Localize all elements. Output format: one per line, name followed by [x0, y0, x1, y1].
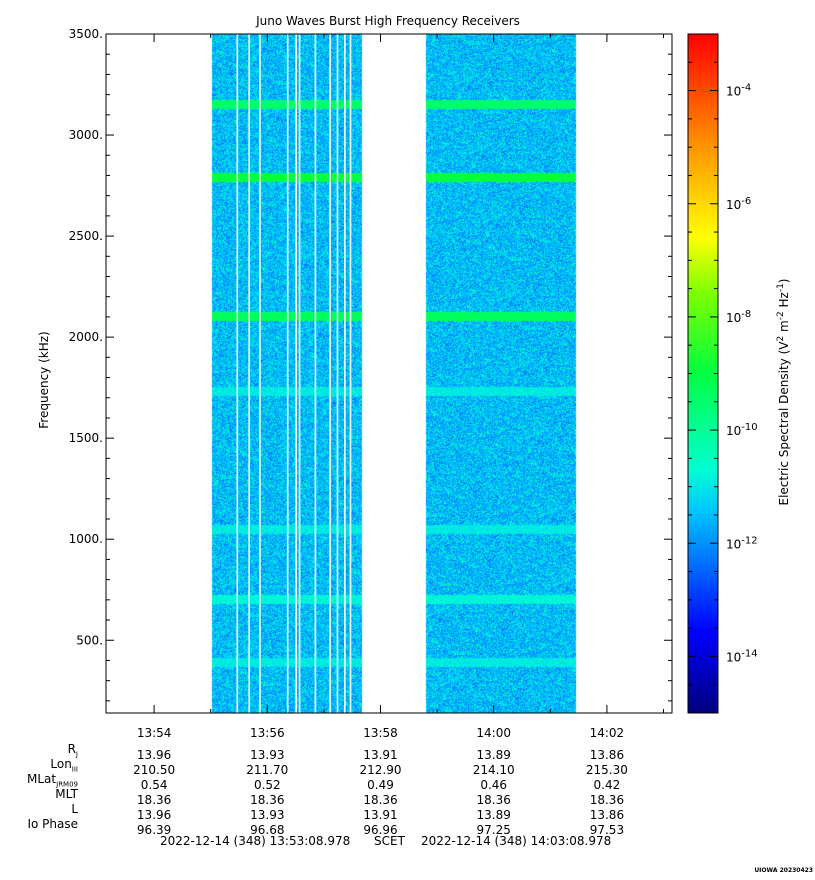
ephemeris-label: RJ — [67, 742, 78, 759]
ephemeris-value: 0.46 — [480, 778, 508, 792]
colorbar-tick-label: 10-14 — [726, 648, 758, 664]
ephemeris-value: 211.70 — [246, 763, 289, 777]
colorbar-tick-label: 10-8 — [726, 309, 751, 325]
ephemeris-label: L — [71, 802, 78, 816]
ephemeris-value: 18.36 — [363, 793, 398, 807]
chart-title: Juno Waves Burst High Frequency Receiver… — [255, 14, 520, 28]
ephemeris-value: 13.86 — [589, 808, 625, 822]
colorbar-tick-label: 10-10 — [726, 422, 758, 438]
ephemeris-value: 214.10 — [472, 763, 515, 777]
footer-end-time: 2022-12-14 (348) 14:03:08.978 — [421, 834, 612, 848]
ephemeris-value: 210.50 — [133, 763, 176, 777]
footer-start-time: 2022-12-14 (348) 13:53:08.978 — [160, 834, 351, 848]
plot-frame — [105, 33, 673, 714]
ephemeris-value: 13.93 — [250, 748, 285, 762]
footer-time-system: SCET — [374, 834, 405, 848]
colorbar-tick-label: 10-6 — [726, 196, 751, 212]
x-tick-label: 14:00 — [476, 726, 511, 740]
colorbar-label: Electric Spectral Density (V2 m-2 Hz-1) — [776, 278, 791, 505]
colorbar: 10-4 10-6 10-8 10-10 10-12 10-14 — [687, 33, 758, 714]
y-tick-label: 500. — [76, 633, 103, 647]
ephemeris-value: 0.52 — [253, 778, 281, 792]
ephemeris-label: LonIII — [50, 757, 78, 774]
ephemeris-value: 13.91 — [363, 748, 398, 762]
colorbar-tick-label: 10-12 — [726, 535, 758, 551]
ephemeris-label: MLatJRM09 — [27, 772, 78, 789]
ephemeris-value: 18.36 — [136, 793, 172, 807]
ephemeris-label: MLT — [55, 787, 78, 801]
x-tick-label: 13:56 — [250, 726, 285, 740]
ephemeris-value: 96.96 — [363, 823, 398, 837]
y-tick-label: 1000. — [69, 532, 103, 546]
colorbar-gradient — [687, 33, 719, 714]
ephemeris-value: 96.68 — [250, 823, 285, 837]
version-stamp: UIOWA 20230423 — [754, 867, 813, 874]
ephemeris-value: 97.25 — [476, 823, 511, 837]
ephemeris-value: 18.36 — [250, 793, 285, 807]
ephemeris-value: 96.39 — [136, 823, 172, 837]
plot-area — [106, 34, 672, 713]
ephemeris-value: 13.89 — [476, 808, 511, 822]
ephemeris-value: 13.86 — [589, 748, 625, 762]
y-tick-label: 1500. — [69, 431, 103, 445]
ephemeris-value: 0.49 — [367, 778, 394, 792]
ephemeris-value: 18.36 — [476, 793, 511, 807]
x-tick-label: 13:54 — [137, 726, 172, 740]
ephemeris-value: 97.53 — [589, 823, 625, 837]
ephemeris-value: 13.89 — [476, 748, 511, 762]
ephemeris-value: 215.30 — [585, 763, 628, 777]
y-tick-label: 3500. — [69, 27, 103, 41]
ephemeris-value: 13.96 — [136, 748, 172, 762]
y-tick-label: 2000. — [69, 330, 103, 344]
y-tick-label: 2500. — [69, 229, 103, 243]
spectrogram-raster — [106, 34, 672, 713]
ephemeris-value: 0.54 — [140, 778, 168, 792]
ephemeris-value: 13.96 — [136, 808, 172, 822]
x-tick-label: 14:02 — [590, 726, 625, 740]
axes: 3500. 3000. 2500. 2000. 1500. 1000. 500. 13:54 1… — [69, 27, 673, 740]
ephemeris-label: Io Phase — [27, 817, 78, 831]
x-tick-label: 13:58 — [363, 726, 398, 740]
ephemeris-value: 0.42 — [593, 778, 621, 792]
colorbar-tick-label: 10-4 — [726, 83, 751, 99]
ephemeris-value: 13.91 — [363, 808, 398, 822]
y-tick-label: 3000. — [69, 128, 103, 142]
ephemeris-value: 212.90 — [359, 763, 402, 777]
y-axis-label: Frequency (kHz) — [37, 331, 51, 428]
ephemeris-value: 13.93 — [250, 808, 285, 822]
ephemeris-value: 18.36 — [589, 793, 625, 807]
